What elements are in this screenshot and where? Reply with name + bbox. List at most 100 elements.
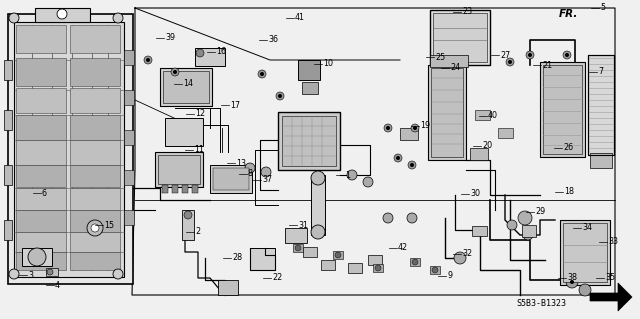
Bar <box>16 140 66 165</box>
Circle shape <box>579 284 591 296</box>
Circle shape <box>507 220 517 230</box>
Circle shape <box>47 269 53 275</box>
Circle shape <box>394 154 402 162</box>
Circle shape <box>335 252 341 258</box>
Text: 27: 27 <box>500 50 510 60</box>
Bar <box>4 60 12 80</box>
Text: 1: 1 <box>345 170 350 180</box>
Bar <box>16 115 66 140</box>
Circle shape <box>276 92 284 100</box>
Circle shape <box>410 163 414 167</box>
Bar <box>16 165 66 187</box>
Text: 22: 22 <box>272 273 282 283</box>
Bar <box>35 8 90 22</box>
Bar <box>124 50 134 65</box>
Text: FR.: FR. <box>559 9 578 19</box>
Text: 19: 19 <box>420 122 430 130</box>
Bar <box>218 280 238 295</box>
Bar <box>70 115 120 140</box>
Bar <box>303 247 317 257</box>
Bar <box>213 168 249 190</box>
Circle shape <box>144 56 152 64</box>
Circle shape <box>412 259 418 265</box>
Bar <box>162 185 168 193</box>
Bar <box>588 55 614 155</box>
Bar <box>182 210 194 240</box>
Circle shape <box>245 163 255 173</box>
Text: 11: 11 <box>194 145 204 154</box>
Text: 28: 28 <box>232 254 242 263</box>
Circle shape <box>28 248 46 266</box>
Circle shape <box>523 230 533 240</box>
Circle shape <box>413 126 417 130</box>
Bar <box>16 252 66 270</box>
Text: 13: 13 <box>236 159 246 167</box>
Bar <box>373 264 383 272</box>
Bar <box>155 152 203 187</box>
Bar <box>4 165 12 185</box>
Bar <box>588 55 614 155</box>
Bar <box>70 252 120 270</box>
Text: 3: 3 <box>28 271 33 279</box>
Polygon shape <box>590 283 632 311</box>
Circle shape <box>526 51 534 59</box>
Text: 5: 5 <box>600 4 605 12</box>
Text: 4: 4 <box>55 280 60 290</box>
Text: 35: 35 <box>605 273 615 283</box>
Bar <box>172 185 178 193</box>
Bar <box>430 55 468 67</box>
Bar <box>70 188 120 210</box>
Circle shape <box>113 13 123 23</box>
Text: 33: 33 <box>608 238 618 247</box>
Circle shape <box>506 58 514 66</box>
Circle shape <box>113 269 123 279</box>
Bar <box>590 153 612 168</box>
Text: 18: 18 <box>564 188 574 197</box>
Bar <box>348 263 362 273</box>
Bar <box>210 165 252 193</box>
Circle shape <box>528 53 532 57</box>
Bar <box>400 128 418 140</box>
Bar <box>431 68 463 157</box>
Text: 21: 21 <box>542 61 552 70</box>
Text: 25: 25 <box>435 53 445 62</box>
Text: 40: 40 <box>488 112 498 121</box>
Bar <box>8 14 133 284</box>
Bar <box>16 88 66 113</box>
Circle shape <box>171 68 179 76</box>
Circle shape <box>363 177 373 187</box>
Text: 20: 20 <box>482 142 492 151</box>
Circle shape <box>347 170 357 180</box>
Circle shape <box>563 51 571 59</box>
Circle shape <box>565 53 569 57</box>
Bar <box>410 258 420 266</box>
Circle shape <box>173 70 177 74</box>
Bar <box>158 155 200 184</box>
Bar <box>14 22 124 277</box>
Circle shape <box>57 9 67 19</box>
Circle shape <box>184 211 192 219</box>
Bar <box>282 116 336 166</box>
Text: 37: 37 <box>262 175 272 184</box>
Text: 41: 41 <box>295 13 305 23</box>
Bar <box>16 25 66 53</box>
Text: 24: 24 <box>450 63 460 72</box>
Circle shape <box>518 211 532 225</box>
Text: 31: 31 <box>298 220 308 229</box>
Text: 23: 23 <box>462 8 472 17</box>
Bar <box>160 68 212 106</box>
Bar <box>163 71 209 103</box>
Circle shape <box>396 156 400 160</box>
Bar <box>16 232 66 252</box>
Bar <box>124 130 134 145</box>
Bar <box>70 58 120 86</box>
Text: 30: 30 <box>470 189 480 198</box>
Text: 15: 15 <box>104 220 114 229</box>
Circle shape <box>9 13 19 23</box>
Text: 42: 42 <box>398 243 408 253</box>
Circle shape <box>566 276 578 288</box>
Bar <box>475 110 490 120</box>
Bar <box>70 140 120 165</box>
Bar <box>70 25 120 53</box>
Text: 32: 32 <box>462 249 472 258</box>
